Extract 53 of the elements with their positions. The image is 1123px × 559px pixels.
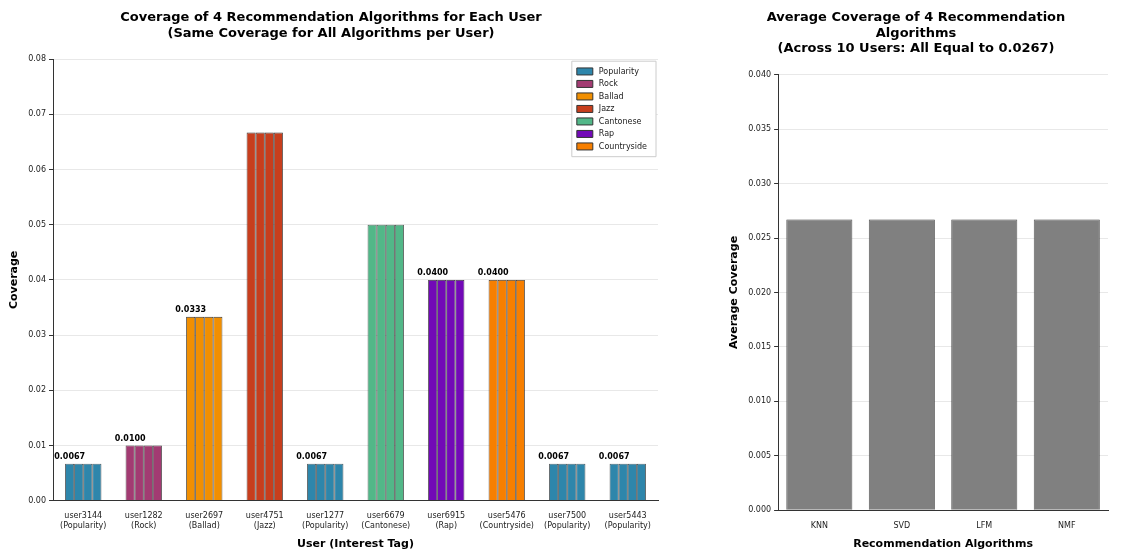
- y-tick-label: 0.05: [28, 219, 47, 229]
- legend-label: Cantonese: [598, 116, 642, 126]
- x-tick-label: user5476 (Countryside): [479, 511, 534, 531]
- x-axis-title: User (Interest Tag): [297, 537, 414, 551]
- x-tick-label: user6679 (Cantonese): [361, 511, 411, 531]
- y-tick-label: 0.015: [748, 342, 772, 351]
- x-tick-label: SVD: [893, 521, 911, 531]
- y-tick-label: 0.00: [28, 495, 47, 505]
- y-tick-label: 0.04: [28, 274, 47, 284]
- y-tick-label: 0.08: [28, 54, 47, 64]
- legend-label: Rap: [598, 129, 615, 139]
- y-tick-label: 0.01: [28, 440, 47, 450]
- y-axis-title: Average Coverage: [727, 235, 741, 350]
- x-tick-label: user5443 (Popularity): [604, 511, 651, 531]
- y-tick-label: 0.06: [28, 164, 47, 174]
- chart-title: Average Coverage of 4 Recommendation Algorithms (Across 10 Users: All Equal to 0.0267): [766, 9, 1066, 56]
- y-tick-label: 0.000: [748, 505, 772, 515]
- y-tick-label: 0.035: [748, 124, 772, 134]
- x-tick-label: user7500 (Popularity): [544, 511, 591, 531]
- data-label: 0.0067: [54, 451, 86, 461]
- y-tick-label: 0.040: [748, 69, 772, 79]
- legend-label: Countryside: [598, 141, 648, 151]
- x-tick-label: NMF: [1058, 521, 1076, 531]
- y-tick-label: 0.005: [748, 450, 772, 460]
- x-tick-label: KNN: [810, 521, 828, 531]
- y-tick-label: 0.02: [28, 385, 47, 395]
- x-tick-label: user1282 (Rock): [124, 511, 163, 531]
- data-label: 0.0400: [477, 267, 510, 277]
- y-tick-label: 0.025: [748, 233, 772, 243]
- data-label: 0.0400: [417, 267, 449, 277]
- legend-label: Jazz: [597, 104, 615, 114]
- x-tick-label: user3144 (Popularity): [60, 511, 107, 531]
- y-tick-label: 0.07: [28, 109, 47, 119]
- y-tick-label: 0.030: [748, 178, 772, 188]
- data-label: 0.0100: [114, 433, 147, 443]
- y-tick-label: 0.010: [748, 396, 772, 406]
- y-tick-label: 0.020: [748, 287, 772, 297]
- x-tick-label: LFM: [976, 521, 993, 531]
- y-axis-title: Coverage: [7, 250, 21, 310]
- data-label: 0.0067: [538, 451, 570, 461]
- legend-label: Ballad: [598, 91, 624, 101]
- data-label: 0.0333: [175, 304, 207, 314]
- x-tick-label: user4751 (Jazz): [245, 511, 284, 531]
- x-axis-title: Recommendation Algorithms: [853, 537, 1034, 551]
- chart-title: Coverage of 4 Recommendation Algorithms for Each User (Same Coverage for All Algorithms per User): [120, 9, 543, 40]
- y-tick-label: 0.03: [28, 330, 47, 340]
- legend-label: Popularity: [598, 66, 640, 76]
- data-label: 0.0067: [296, 451, 328, 461]
- data-label: 0.0067: [598, 451, 630, 461]
- legend-label: Rock: [598, 79, 619, 89]
- x-tick-label: user2697 (Ballad): [185, 511, 224, 531]
- x-tick-label: user1277 (Popularity): [302, 511, 349, 531]
- x-tick-label: user6915 (Rap): [427, 511, 466, 531]
